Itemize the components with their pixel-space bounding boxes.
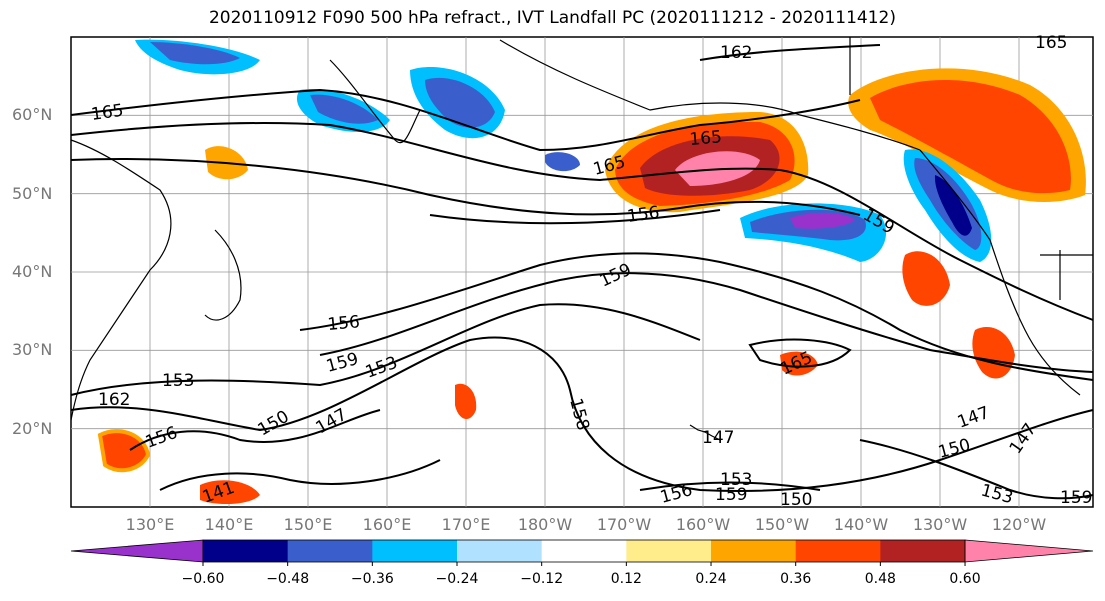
- contour-label: 159: [715, 485, 747, 505]
- colorbar-cell: [457, 540, 543, 562]
- colorbar-tick-label: −0.48: [266, 571, 310, 587]
- longitude-label: 180°W: [517, 515, 573, 534]
- negative-anomaly-bering-b-core: [425, 77, 495, 128]
- contour-line: [429, 209, 721, 225]
- contour-label: 162: [720, 43, 752, 63]
- contour-line: [70, 336, 1094, 492]
- negative-anomaly-gulf: [545, 152, 580, 172]
- colorbar-tick-label: −0.60: [181, 571, 225, 587]
- colorbar-cell: [626, 540, 712, 562]
- contour-line: [70, 122, 1094, 321]
- latitude-label: 20°N: [12, 418, 53, 438]
- negative-anomaly-bering-a-core: [310, 94, 378, 124]
- latitude-label: 40°N: [12, 262, 53, 281]
- longitude-label: 160°E: [362, 515, 412, 534]
- positive-anomaly-canada-mid: [870, 80, 1071, 194]
- contour-label: 150: [780, 490, 812, 510]
- contour-line: [129, 409, 381, 451]
- map-panel: 165 165 165 162 162 165 156 159 159 156 …: [70, 33, 1094, 510]
- contour-label: 156: [626, 203, 661, 227]
- coastline-alaska: [499, 39, 921, 151]
- colorbar-tick-label: 0.60: [949, 571, 981, 587]
- positive-anomaly-tropical-west-ring: [97, 429, 151, 473]
- shading-layer: [97, 39, 1086, 505]
- coastlines: [70, 37, 1093, 441]
- colorbar-tick-label: 0.36: [780, 571, 812, 587]
- latitude-label: 50°N: [12, 183, 53, 203]
- longitude-label: 170°E: [441, 515, 491, 534]
- longitude-label: 130°E: [125, 515, 175, 534]
- coastline-hawaii: [689, 424, 721, 441]
- positive-anomaly-tropical-west: [100, 431, 148, 471]
- colorbar-extend-low: [70, 539, 204, 563]
- positive-anomaly-hawaii-north: [780, 351, 818, 376]
- contour-line: [70, 88, 861, 152]
- coastline-north-america: [919, 149, 1081, 396]
- colorbar-tick-label: −0.24: [435, 571, 479, 587]
- contour-line: [299, 252, 1094, 381]
- colorbar-tick-label: 0.24: [695, 571, 727, 587]
- latitude-label: 30°N: [12, 340, 53, 360]
- contour-line: [159, 459, 441, 491]
- contour-label: 159: [1060, 488, 1092, 508]
- contour-line: [70, 158, 861, 216]
- positive-anomaly-midpacific: [455, 383, 477, 420]
- negative-anomaly-north-edge-core: [150, 42, 240, 65]
- positive-anomaly-southwest: [200, 480, 260, 505]
- colorbar-cell: [203, 540, 289, 562]
- contour-line: [699, 44, 881, 61]
- country-border: [849, 37, 1093, 300]
- longitude-label: 170°W: [596, 515, 652, 534]
- map-title: 2020110912 F090 500 hPa refract., IVT La…: [208, 8, 896, 28]
- colorbar-outline: [202, 539, 966, 563]
- colorbar-cell: [287, 540, 373, 562]
- colorbar-tick-label: −0.36: [350, 571, 394, 587]
- contour-label: 165: [1035, 33, 1067, 53]
- contour-line: [70, 303, 701, 396]
- coastline-kamchatka: [329, 59, 421, 144]
- colorbar-cell: [372, 540, 458, 562]
- contour-label: 165: [689, 127, 723, 150]
- negative-anomaly-bc-core: [934, 175, 972, 236]
- colorbar-cell: [880, 540, 966, 562]
- longitude-label: 130°W: [912, 515, 968, 534]
- colorbar-cell: [711, 540, 797, 562]
- positive-anomaly-oregon: [902, 251, 950, 306]
- contour-label: 156: [327, 312, 361, 335]
- contour-line: [748, 338, 852, 368]
- refractivity-contours: [70, 44, 1094, 500]
- contour-label: 165: [90, 101, 125, 125]
- longitude-label: 150°E: [283, 515, 333, 534]
- colorbar-tick-label: 0.48: [864, 571, 896, 587]
- contour-line: [639, 481, 821, 491]
- coastline-asia: [70, 139, 172, 421]
- colorbar-cell: [795, 540, 881, 562]
- contour-label: 153: [720, 470, 752, 490]
- longitude-label: 150°W: [754, 515, 810, 534]
- contour-label: 162: [98, 390, 130, 410]
- colorbar-cell: [541, 540, 627, 562]
- contour-line: [859, 439, 1094, 500]
- longitude-label: 140°W: [833, 515, 889, 534]
- colorbar-tick-label: 0.12: [610, 571, 642, 587]
- contour-line: [319, 272, 1094, 373]
- longitude-label: 120°W: [991, 515, 1047, 534]
- latitude-label: 60°N: [12, 105, 53, 125]
- negative-anomaly-central-core: [790, 212, 855, 229]
- contour-label: 153: [162, 371, 194, 391]
- coastline-japan: [204, 229, 242, 321]
- longitude-label: 140°E: [204, 515, 254, 534]
- colorbar-tick-label: −0.12: [520, 571, 564, 587]
- longitude-label: 160°W: [675, 515, 731, 534]
- contour-label: 147: [702, 428, 734, 448]
- colorbar-extend-high: [964, 539, 1094, 563]
